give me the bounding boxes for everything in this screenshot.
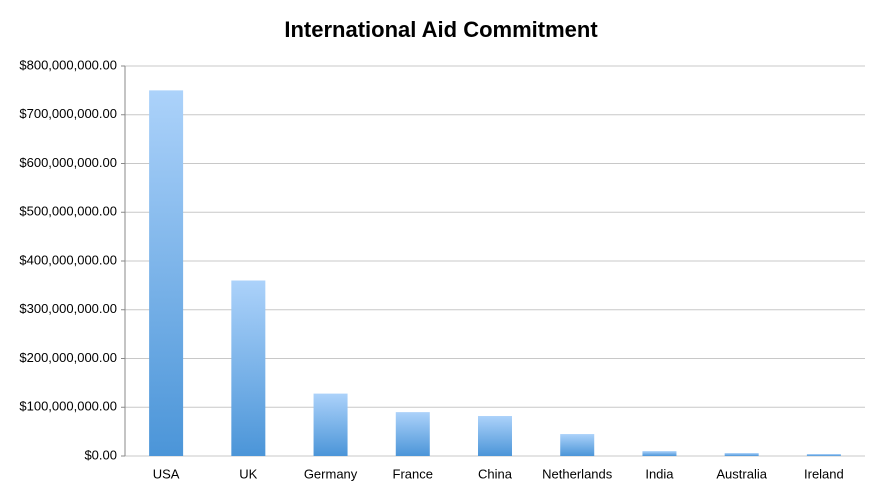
bar [560,434,595,456]
bar [231,280,266,456]
y-tick-label: $0.00 [84,447,117,462]
y-tick-label: $400,000,000.00 [19,252,117,267]
bar [478,416,512,456]
bar [149,90,184,456]
x-tick-label: USA [153,466,180,481]
y-tick-label: $100,000,000.00 [19,399,117,414]
bar [724,453,759,456]
bar [642,451,677,456]
y-tick-label: $600,000,000.00 [19,155,117,170]
x-tick-label: China [478,466,513,481]
x-tick-label: France [393,466,433,481]
bar [395,412,430,456]
x-tick-label: Germany [304,466,358,481]
x-tick-label: India [645,466,674,481]
bar [806,454,841,456]
x-tick-label: Ireland [804,466,844,481]
y-tick-label: $800,000,000.00 [19,57,117,72]
chart-title: International Aid Commitment [284,17,598,42]
y-tick-label: $700,000,000.00 [19,106,117,121]
x-tick-label: Australia [716,466,767,481]
y-tick-label: $500,000,000.00 [19,204,117,219]
bar [313,393,348,456]
y-tick-label: $200,000,000.00 [19,350,117,365]
y-tick-label: $300,000,000.00 [19,301,117,316]
x-tick-label: UK [239,466,257,481]
x-tick-label: Netherlands [542,466,613,481]
